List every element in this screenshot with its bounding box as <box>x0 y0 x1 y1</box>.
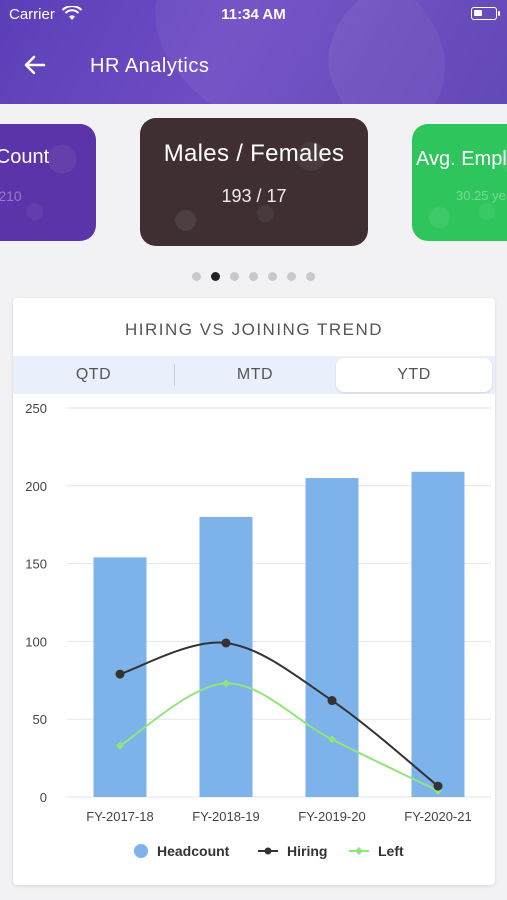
y-tick-label: 250 <box>25 401 47 416</box>
carrier-label: Carrier <box>9 6 55 23</box>
pager-dot[interactable] <box>268 272 277 281</box>
card-pattern <box>412 124 507 241</box>
page-title: HR Analytics <box>90 55 210 77</box>
point-hiring <box>433 781 443 791</box>
point-left <box>328 735 336 744</box>
y-tick-label: 100 <box>25 634 47 649</box>
page-indicator[interactable] <box>0 268 507 281</box>
x-tick-label: FY-2017-18 <box>86 809 153 824</box>
legend-line-icon <box>258 847 278 855</box>
bar-headcount <box>411 471 465 797</box>
point-left <box>116 741 124 750</box>
y-tick-label: 0 <box>40 790 47 805</box>
kpi-card-label: Avg. Employ <box>416 148 507 170</box>
legend-label: Headcount <box>157 843 230 859</box>
chart-title: HIRING VS JOINING TREND <box>124 320 384 339</box>
kpi-card-value: 193 / 17 <box>221 186 287 206</box>
pager-dot[interactable] <box>211 272 220 281</box>
tab-qtd[interactable]: QTD <box>75 366 112 383</box>
x-tick-label: FY-2019-20 <box>298 809 365 824</box>
clock: 11:34 AM <box>221 6 286 23</box>
pager-dot[interactable] <box>287 272 296 281</box>
point-hiring <box>327 696 337 706</box>
pager-dot[interactable] <box>230 272 239 281</box>
battery-icon <box>471 7 500 20</box>
card-pattern <box>140 118 368 246</box>
kpi-card-value: 30.25 yea <box>456 188 507 203</box>
line-left <box>119 682 439 792</box>
pager-dot[interactable] <box>249 272 258 281</box>
point-hiring <box>115 669 125 679</box>
x-tick-label: FY-2020-21 <box>404 809 471 824</box>
kpi-card-label: ad Count <box>0 146 50 168</box>
kpi-card-value: 210 <box>0 188 22 204</box>
tab-ytd[interactable]: YTD <box>336 358 492 392</box>
legend-label: Left <box>378 843 404 859</box>
y-tick-label: 150 <box>25 557 47 572</box>
kpi-card-males-females[interactable]: Males / Females 193 / 17 <box>140 118 368 246</box>
y-tick-label: 200 <box>25 479 47 494</box>
legend-item-hiring[interactable]: Hiring <box>257 843 327 859</box>
kpi-card-head-count[interactable]: ad Count 210 <box>0 124 96 241</box>
legend-dot-icon <box>134 844 148 858</box>
x-tick-label: FY-2018-19 <box>192 809 259 824</box>
line-hiring <box>119 641 439 787</box>
back-arrow-icon[interactable] <box>22 52 48 78</box>
tab-divider <box>174 364 175 386</box>
period-tabs: QTD MTD YTD <box>13 356 495 394</box>
kpi-carousel[interactable]: ad Count 210 Males / Females 193 / 17 Av… <box>0 104 507 294</box>
legend-item-headcount[interactable]: Headcount <box>133 843 229 859</box>
point-hiring <box>221 638 231 648</box>
card-pattern <box>0 124 96 241</box>
bar-headcount <box>305 478 359 797</box>
status-bar: Carrier 11:34 AM <box>0 0 507 30</box>
pager-dot[interactable] <box>306 272 315 281</box>
tab-mtd[interactable]: MTD <box>236 366 274 383</box>
legend-line-icon <box>349 847 369 855</box>
kpi-card-avg-age[interactable]: Avg. Employ 30.25 yea <box>412 124 507 241</box>
y-tick-label: 50 <box>33 712 47 727</box>
kpi-card-label: Males / Females <box>163 140 345 167</box>
legend-label: Hiring <box>287 843 328 859</box>
app-header: Carrier 11:34 AM HR Analytics <box>0 0 507 104</box>
hiring-trend-card: HIRING VS JOINING TREND QTD MTD YTD 0 50 1… <box>13 298 495 885</box>
point-left <box>222 679 230 688</box>
combo-chart: 0 50 100 150 200 250 FY-2017-18 FY-2018-19 FY-20… <box>25 401 491 824</box>
chart-legend: Headcount Hiring Left <box>13 843 495 863</box>
legend-item-left[interactable]: Left <box>348 843 404 859</box>
wifi-icon <box>62 6 82 20</box>
pager-dot[interactable] <box>192 272 201 281</box>
bar-headcount <box>199 516 253 797</box>
